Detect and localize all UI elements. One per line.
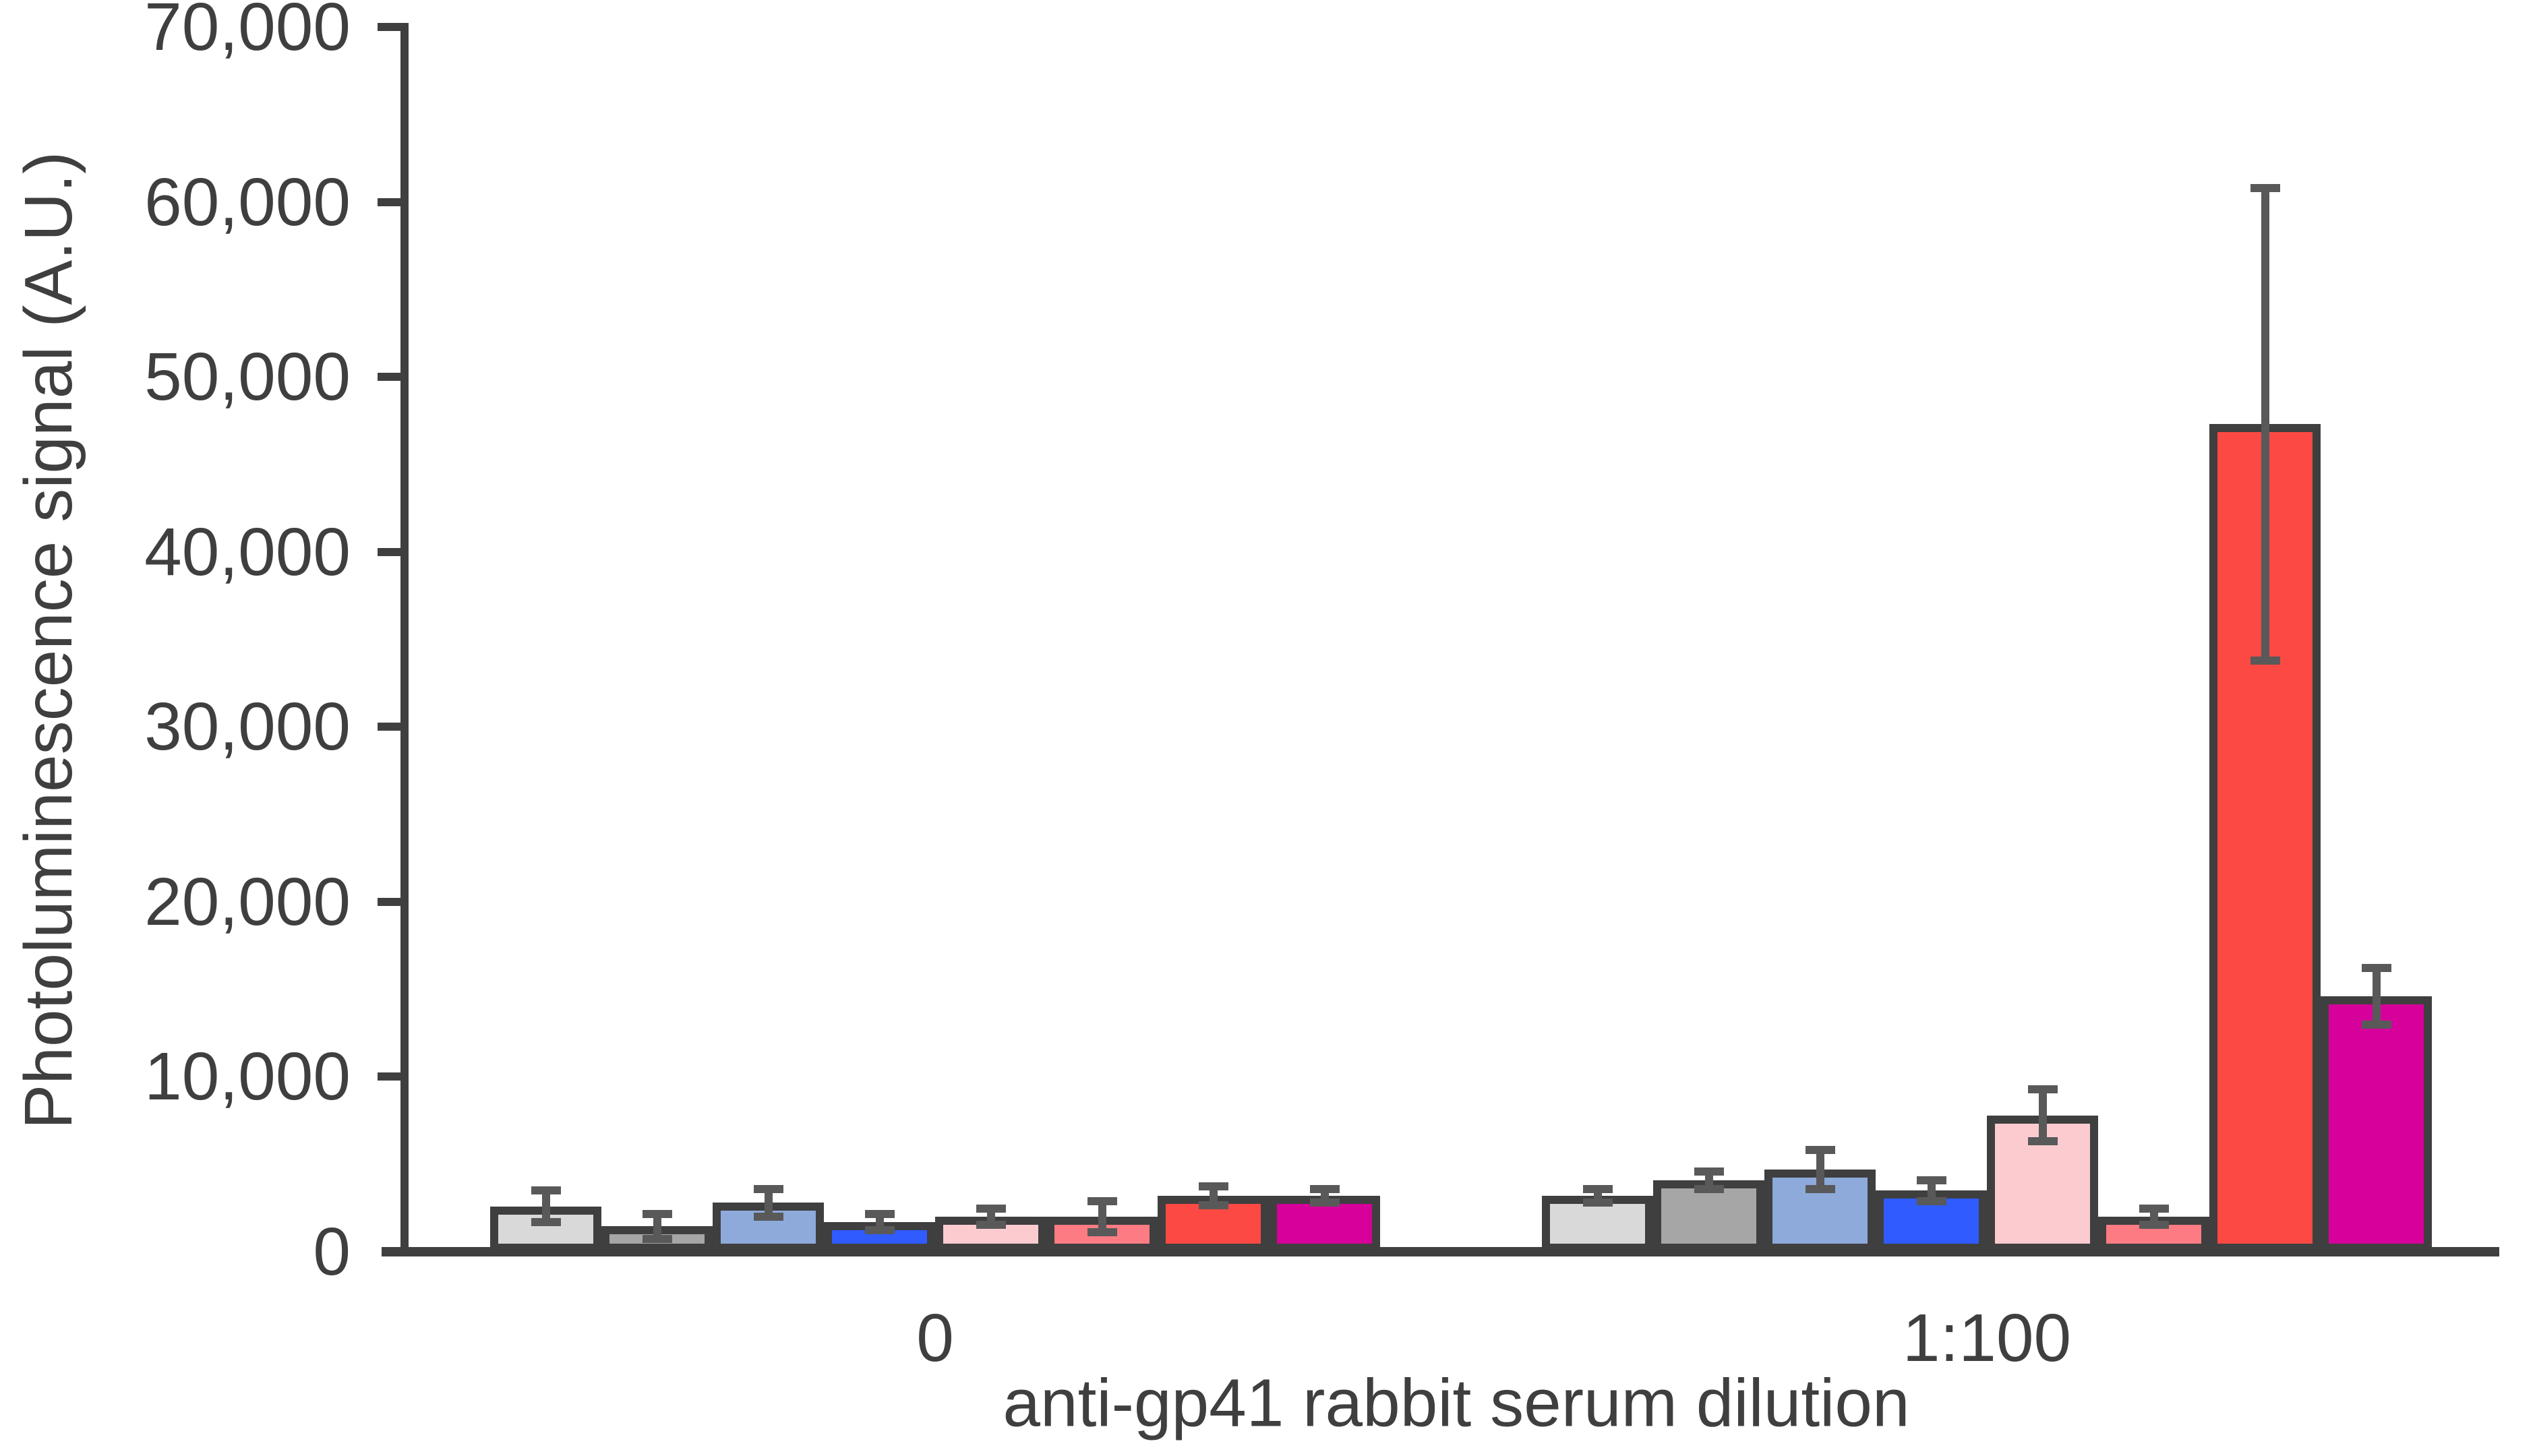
y-tick — [378, 547, 405, 556]
y-tick — [378, 198, 405, 206]
error-cap-bottom-0-red — [1198, 1201, 1228, 1210]
error-cap-bottom-1-100-salmon-pink — [2139, 1220, 2169, 1229]
y-tick — [378, 1072, 405, 1081]
y-axis-line — [400, 23, 409, 1256]
error-bar-0-light-blue — [764, 1188, 773, 1217]
error-cap-top-1-100-blue — [1916, 1176, 1946, 1184]
x-axis-title: anti-gp41 rabbit serum dilution — [1003, 1365, 1910, 1441]
error-bar-0-light-gray — [541, 1190, 550, 1222]
y-tick-label: 40,000 — [144, 514, 351, 590]
y-tick — [378, 897, 405, 906]
y-tick-label: 60,000 — [144, 164, 351, 240]
error-bar-0-gray — [653, 1214, 661, 1239]
y-tick-label: 50,000 — [144, 339, 351, 415]
error-cap-bottom-1-100-red — [2250, 656, 2280, 665]
error-cap-top-1-100-salmon-pink — [2139, 1205, 2169, 1213]
error-cap-top-0-salmon-pink — [1087, 1196, 1117, 1205]
error-cap-bottom-1-100-light-blue — [1805, 1184, 1835, 1193]
error-cap-bottom-0-gray — [642, 1234, 672, 1243]
error-cap-top-0-light-blue — [753, 1184, 783, 1193]
y-tick-label: 10,000 — [144, 1039, 351, 1115]
error-cap-bottom-1-100-magenta — [2361, 1020, 2391, 1029]
error-cap-top-0-light-gray — [531, 1186, 561, 1195]
error-cap-top-1-100-gray — [1694, 1167, 1724, 1176]
error-cap-top-0-light-pink — [976, 1205, 1006, 1213]
error-bar-1-100-light-pink — [2038, 1089, 2047, 1142]
error-cap-bottom-1-100-gray — [1694, 1184, 1724, 1193]
error-cap-top-0-red — [1198, 1182, 1228, 1190]
error-cap-bottom-0-light-pink — [976, 1220, 1006, 1229]
error-bar-1-100-blue — [1927, 1180, 1936, 1201]
y-tick-label: 30,000 — [144, 689, 351, 765]
error-cap-top-1-100-light-pink — [2027, 1085, 2058, 1093]
bar-1-100-light-pink — [1987, 1115, 2098, 1252]
bar-1-100-magenta — [2321, 996, 2432, 1252]
bar-0-light-gray — [490, 1206, 601, 1252]
error-cap-top-1-100-light-blue — [1805, 1146, 1835, 1155]
error-cap-bottom-0-salmon-pink — [1087, 1228, 1117, 1237]
y-tick — [378, 723, 405, 731]
error-cap-bottom-1-100-light-gray — [1582, 1199, 1613, 1207]
error-cap-top-1-100-magenta — [2361, 964, 2391, 973]
x-category-label-0: 0 — [916, 1300, 954, 1376]
error-bar-0-salmon-pink — [1098, 1201, 1106, 1233]
error-cap-bottom-0-magenta — [1309, 1199, 1340, 1207]
error-bar-1-100-gray — [1704, 1171, 1713, 1189]
error-cap-bottom-0-light-gray — [531, 1217, 561, 1226]
error-bar-1-100-magenta — [2372, 968, 2381, 1025]
y-tick-label: 20,000 — [144, 863, 351, 940]
error-bar-0-red — [1209, 1186, 1218, 1206]
error-cap-top-1-100-light-gray — [1582, 1184, 1613, 1193]
error-cap-top-0-gray — [642, 1210, 672, 1219]
error-cap-bottom-0-light-blue — [753, 1213, 783, 1221]
error-bar-1-100-light-blue — [1816, 1150, 1824, 1189]
y-tick — [378, 23, 405, 31]
bar-1-100-gray — [1653, 1180, 1764, 1252]
y-tick-label: 70,000 — [144, 0, 351, 65]
error-cap-bottom-1-100-light-pink — [2027, 1137, 2058, 1146]
x-category-label-1: 1:100 — [1902, 1300, 2072, 1376]
error-cap-top-0-magenta — [1309, 1184, 1340, 1193]
error-cap-bottom-0-blue — [864, 1225, 895, 1234]
error-bar-1-100-red — [2261, 187, 2269, 661]
error-cap-bottom-1-100-blue — [1916, 1196, 1946, 1205]
error-cap-top-0-blue — [864, 1210, 895, 1219]
y-tick — [378, 373, 405, 382]
y-tick-label: 0 — [313, 1214, 351, 1290]
error-cap-top-1-100-red — [2250, 183, 2280, 192]
